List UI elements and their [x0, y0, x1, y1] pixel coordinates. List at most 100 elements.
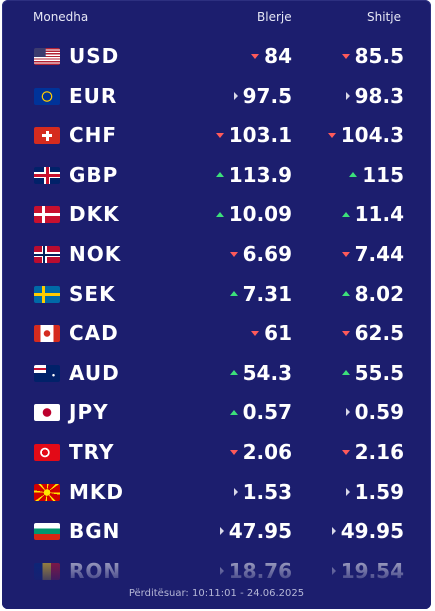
sell-rate: 55.5	[354, 360, 404, 385]
sell-rate: 104.3	[340, 123, 404, 148]
buy-rate: 10.09	[228, 202, 292, 227]
flag-icon	[34, 285, 60, 303]
sell-rate: 11.4	[354, 202, 404, 227]
currency-row: SEK 7.31 8.02	[2, 274, 431, 313]
currency-row: AUD 54.3 55.5	[2, 353, 431, 392]
trend-arrow	[215, 132, 224, 138]
currency-row: NOK 6.69 7.44	[2, 234, 431, 273]
currency-code: AUD	[69, 360, 120, 385]
trend-arrow	[341, 251, 350, 257]
currency-code: CHF	[69, 123, 118, 148]
trend-arrow	[229, 291, 238, 297]
currency-code: CAD	[69, 321, 119, 346]
sell-rate: 8.02	[354, 281, 404, 306]
trend-arrow	[251, 330, 260, 336]
sell-rate: 2.16	[354, 440, 404, 464]
currency-code: NOK	[69, 242, 122, 266]
trend-arrow	[219, 527, 224, 536]
buy-cell: 1.53	[192, 480, 292, 504]
trend-arrow	[331, 527, 336, 536]
trend-arrow	[229, 449, 238, 455]
sell-rate: 85.5	[354, 44, 404, 68]
currency-row: BGN 47.95 49.95	[2, 511, 431, 550]
sell-cell: 11.4	[304, 202, 404, 226]
trend-arrow	[229, 370, 238, 376]
buy-cell: 113.9	[192, 163, 292, 187]
trend-arrow	[251, 53, 260, 59]
sell-cell: 49.95	[304, 519, 404, 543]
trend-arrow	[341, 291, 350, 297]
flag-icon	[34, 127, 60, 145]
buy-rate: 103.1	[228, 123, 292, 148]
trend-arrow	[345, 91, 350, 100]
buy-cell: 0.57	[192, 400, 292, 424]
trend-arrow	[229, 251, 238, 257]
currency-row: EUR 97.5 98.3	[2, 76, 431, 115]
updated-note: Përditësuar: 10:11:01 - 24.06.2025	[128, 588, 305, 599]
sell-cell: 62.5	[304, 321, 404, 345]
buy-cell: 54.3	[192, 361, 292, 385]
trend-arrow	[215, 211, 224, 217]
sell-rate: 7.44	[354, 242, 404, 266]
flag-icon	[34, 483, 60, 501]
sell-rate: 0.59	[354, 400, 404, 425]
trend-arrow	[233, 91, 238, 100]
buy-rate: 1.53	[242, 479, 292, 504]
sell-rate: 115	[362, 162, 404, 187]
buy-cell: 7.31	[192, 282, 292, 306]
sell-rate: 98.3	[354, 83, 404, 108]
sell-rate: 62.5	[354, 321, 404, 346]
trend-arrow	[345, 408, 350, 417]
buy-rate: 97.5	[242, 83, 292, 108]
currency-row: USD 84 85.5	[2, 36, 431, 75]
currency-code: USD	[69, 44, 120, 68]
flag-icon	[34, 206, 60, 224]
buy-cell: 10.09	[192, 202, 292, 226]
sell-cell: 98.3	[304, 84, 404, 108]
sell-cell: 55.5	[304, 361, 404, 385]
sell-cell: 8.02	[304, 282, 404, 306]
flag-icon	[34, 48, 60, 65]
trend-arrow	[233, 487, 238, 496]
flag-icon	[34, 404, 60, 422]
trend-arrow	[349, 172, 358, 178]
flag-icon	[34, 166, 60, 184]
trend-arrow	[341, 53, 350, 59]
currency-code: TRY	[69, 440, 115, 464]
flag-icon	[34, 246, 60, 263]
header-buy: Blerje	[257, 10, 292, 24]
trend-arrow	[341, 370, 350, 376]
buy-cell: 97.5	[192, 84, 292, 108]
sell-rate: 49.95	[340, 519, 404, 544]
buy-rate: 7.31	[242, 281, 292, 306]
currency-row: CAD 61 62.5	[2, 313, 431, 352]
currency-code: GBP	[69, 162, 119, 187]
buy-cell: 2.06	[192, 440, 292, 464]
currency-code: MKD	[69, 479, 125, 504]
buy-rate: 47.95	[228, 519, 292, 544]
currency-code: DKK	[69, 202, 120, 227]
buy-cell: 61	[192, 321, 292, 345]
flag-icon	[34, 364, 60, 382]
buy-rate: 2.06	[242, 440, 292, 464]
flag-icon	[34, 444, 60, 461]
currency-code: SEK	[69, 281, 116, 306]
sell-cell: 0.59	[304, 400, 404, 424]
trend-arrow	[327, 132, 336, 138]
currency-code: BGN	[69, 519, 121, 544]
currency-row: CHF 103.1 104.3	[2, 115, 431, 154]
trend-arrow	[341, 449, 350, 455]
buy-rate: 0.57	[242, 400, 292, 425]
buy-cell: 103.1	[192, 123, 292, 147]
currency-row: JPY 0.57 0.59	[2, 392, 431, 431]
sell-cell: 7.44	[304, 242, 404, 266]
header-sell: Shitje	[367, 10, 401, 24]
currency-row: MKD 1.53 1.59	[2, 472, 431, 511]
currency-row: GBP 113.9 115	[2, 155, 431, 194]
trend-arrow	[341, 330, 350, 336]
sell-cell: 104.3	[304, 123, 404, 147]
currency-row: DKK 10.09 11.4	[2, 194, 431, 233]
sell-cell: 1.59	[304, 480, 404, 504]
buy-cell: 84	[192, 44, 292, 68]
flag-icon	[34, 87, 60, 105]
